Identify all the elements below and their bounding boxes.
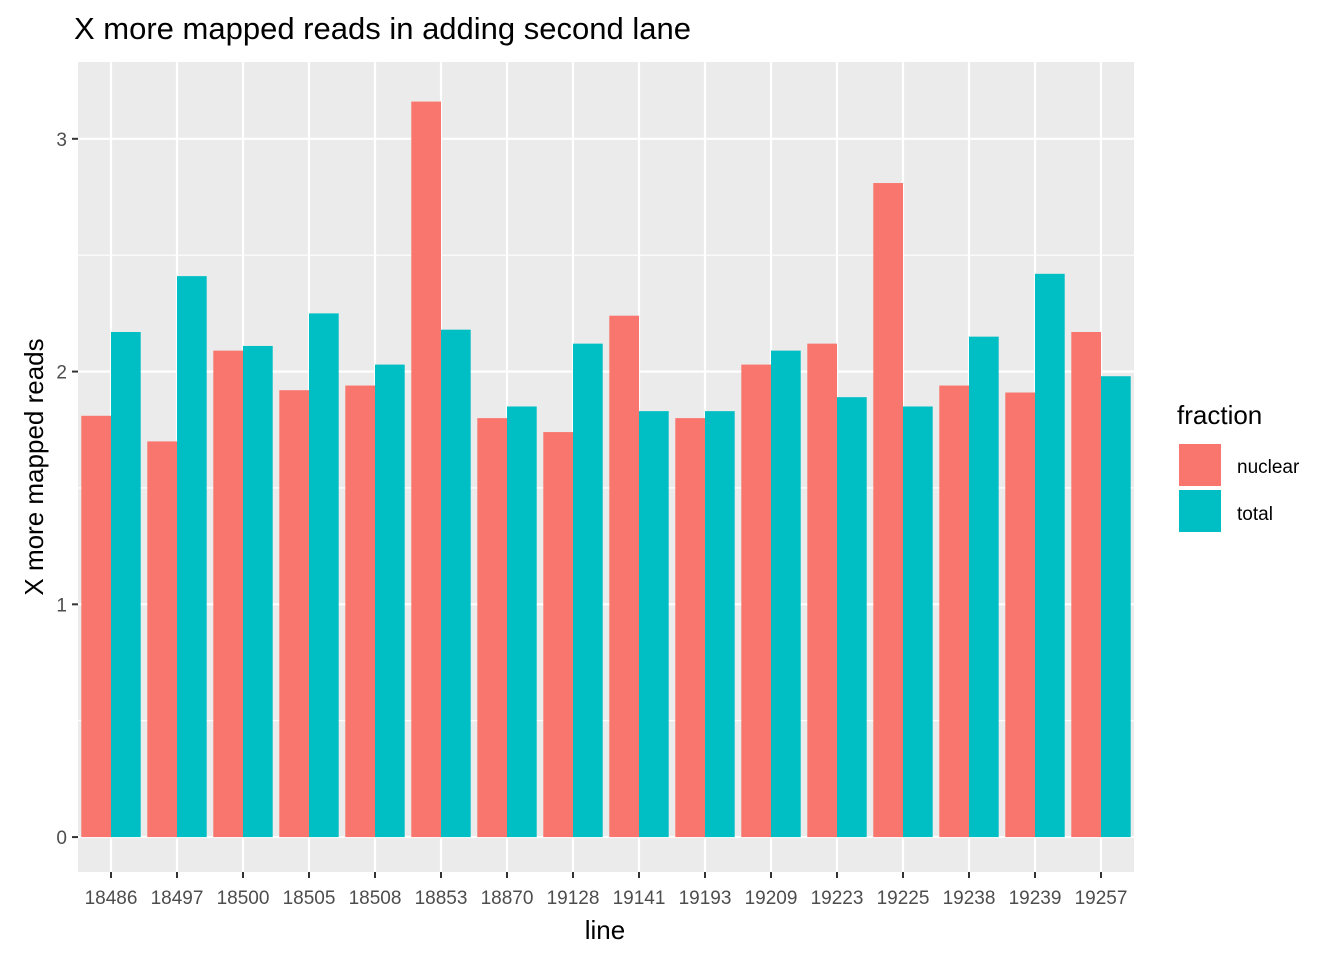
bar-total	[705, 411, 735, 838]
bar-nuclear	[609, 315, 639, 838]
legend-title: fraction	[1177, 400, 1262, 430]
bar-total	[111, 332, 141, 838]
legend: fraction nuclear total	[1177, 400, 1300, 532]
bar-total	[177, 276, 207, 838]
bar-total	[243, 345, 273, 838]
y-tick-label: 2	[56, 363, 67, 384]
y-tick-label: 0	[56, 828, 67, 849]
x-tick-label: 19223	[811, 888, 864, 909]
bar-nuclear	[147, 441, 177, 838]
x-axis: 18486 18497 18500 18505 18508 18853 18870 19128…	[85, 872, 1128, 909]
x-tick-label: 18870	[481, 888, 534, 909]
bar-nuclear	[477, 418, 507, 838]
x-tick-label: 19128	[547, 888, 600, 909]
chart-title: X more mapped reads in adding second lan…	[74, 11, 691, 46]
bar-nuclear	[81, 415, 111, 838]
bar-total	[837, 397, 867, 838]
legend-key-total	[1179, 490, 1221, 532]
bar-total	[1035, 273, 1065, 838]
bar-nuclear	[411, 101, 441, 838]
bar-total	[771, 350, 801, 838]
bar-nuclear	[543, 432, 573, 838]
bar-total	[969, 336, 999, 838]
bar-total	[441, 329, 471, 838]
bar-nuclear	[939, 385, 969, 838]
bar-nuclear	[807, 343, 837, 838]
bar-total	[903, 406, 933, 838]
bar-total	[1101, 376, 1131, 838]
bar-total	[375, 364, 405, 838]
bar-nuclear	[1071, 332, 1101, 838]
bar-nuclear	[675, 418, 705, 838]
legend-label-total: total	[1237, 504, 1273, 525]
bar-total	[507, 406, 537, 838]
x-tick-label: 18486	[85, 888, 138, 909]
x-tick-label: 19239	[1009, 888, 1062, 909]
x-tick-label: 19238	[943, 888, 996, 909]
x-tick-label: 19141	[613, 888, 666, 909]
x-tick-label: 19225	[877, 888, 930, 909]
bar-nuclear	[1005, 392, 1035, 838]
bar-nuclear	[741, 364, 771, 838]
bar-nuclear	[873, 183, 903, 838]
bar-total	[573, 343, 603, 838]
legend-label-nuclear: nuclear	[1237, 457, 1300, 478]
x-tick-label: 18853	[415, 888, 468, 909]
bar-total	[309, 313, 339, 838]
bars	[81, 101, 1131, 838]
y-axis-title: X more mapped reads	[19, 338, 49, 595]
x-tick-label: 19193	[679, 888, 732, 909]
x-tick-label: 18500	[217, 888, 270, 909]
x-tick-label: 18508	[349, 888, 402, 909]
y-tick-label: 1	[56, 595, 67, 616]
x-tick-label: 19209	[745, 888, 798, 909]
x-tick-label: 18505	[283, 888, 336, 909]
bar-total	[639, 411, 669, 838]
legend-key-nuclear	[1179, 444, 1221, 486]
x-tick-label: 19257	[1075, 888, 1128, 909]
bar-nuclear	[345, 385, 375, 838]
x-tick-label: 18497	[151, 888, 204, 909]
bar-nuclear	[279, 390, 309, 838]
x-axis-title: line	[585, 915, 625, 945]
y-axis: 0 1 2 3	[56, 130, 78, 849]
y-tick-label: 3	[56, 130, 67, 151]
bar-nuclear	[213, 350, 243, 838]
